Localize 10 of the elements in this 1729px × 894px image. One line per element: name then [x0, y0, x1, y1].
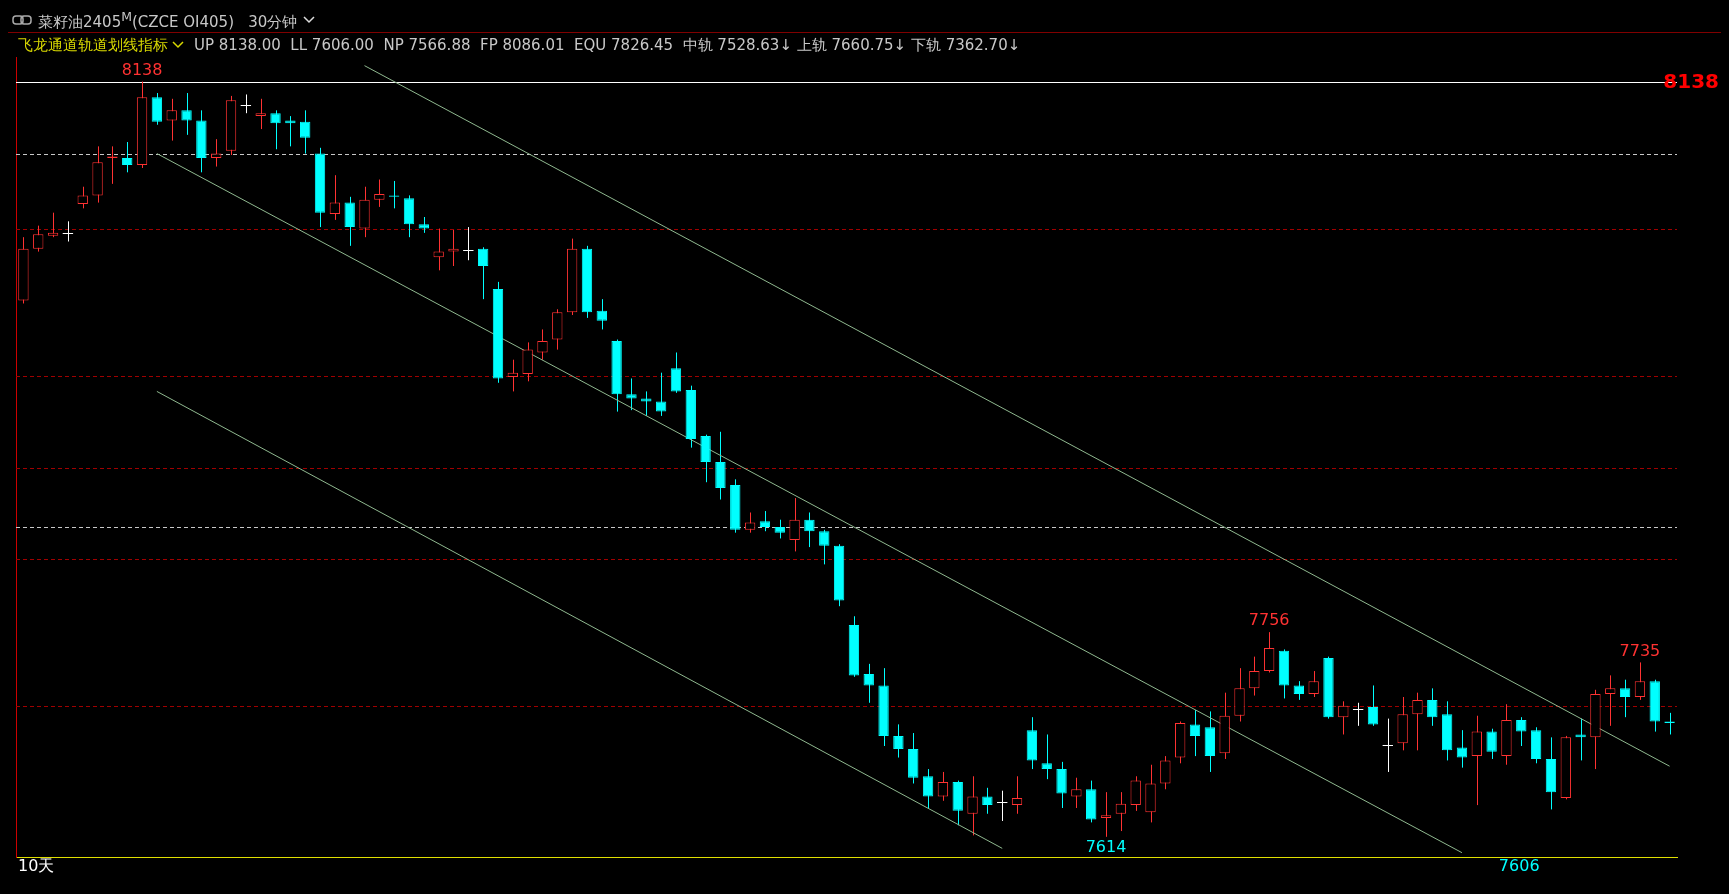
- chart-subtitle: 飞龙通道轨道划线指标: [18, 35, 168, 55]
- annotation: 7735: [1619, 640, 1661, 660]
- annotation: 7756: [1248, 610, 1290, 630]
- annotation: 7614: [1085, 836, 1127, 856]
- ref-line-label: 8138: [1663, 68, 1719, 93]
- text: UP 8138.00 LL 7606.00 NP 7566.88 FP 8086.01 EQU 7826.45 中轨 7528.63↓ 上轨 7660.75↓ 下轨 7362.70↓: [194, 35, 1021, 55]
- annotation: 10天: [18, 856, 55, 876]
- annotation: 7606: [1498, 856, 1540, 876]
- annotation: 8138: [121, 59, 163, 79]
- chart-title: 菜籽油2405$^{M}$(CZCE OI405) 30分钟: [38, 8, 298, 32]
